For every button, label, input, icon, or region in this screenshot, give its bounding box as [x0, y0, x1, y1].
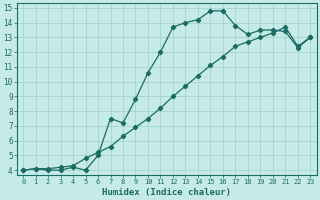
X-axis label: Humidex (Indice chaleur): Humidex (Indice chaleur)	[102, 188, 231, 197]
